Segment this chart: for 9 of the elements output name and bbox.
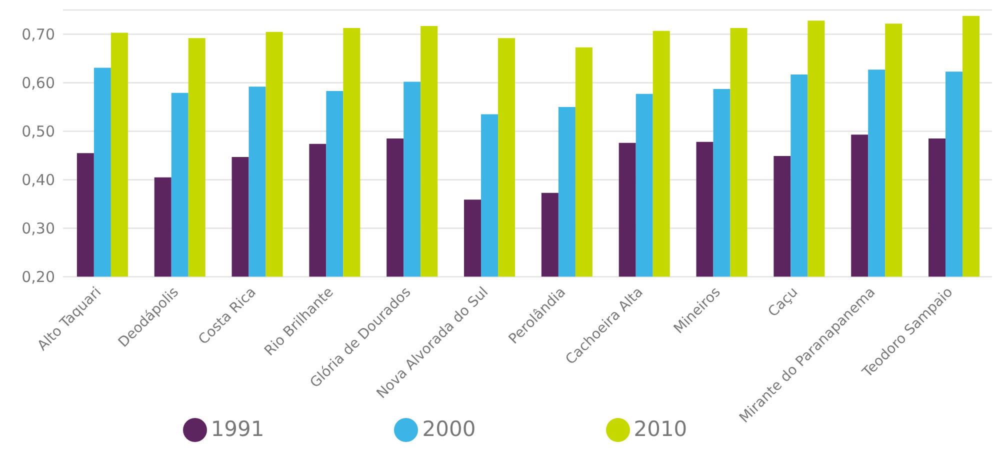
y-tick-label: 0,20 [22,268,55,286]
y-tick-label: 0,30 [22,220,55,238]
legend-label: 1991 [210,416,264,441]
legend-label: 2000 [422,416,476,441]
y-tick-label: 0,50 [22,122,55,141]
y-tick-label: 0,60 [22,74,55,92]
y-tick-label: 0,40 [22,171,55,190]
legend-label: 2010 [634,416,688,441]
y-tick-label: 0,70 [22,26,55,44]
